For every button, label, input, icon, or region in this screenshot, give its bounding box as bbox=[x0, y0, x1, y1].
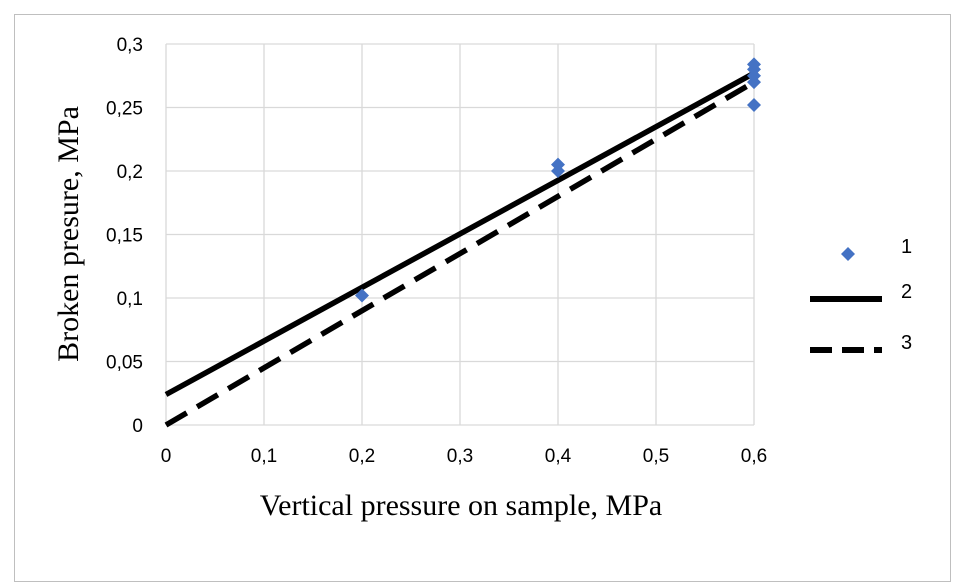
legend: 1 2 3 bbox=[810, 236, 912, 354]
x-tick-label: 0,6 bbox=[741, 446, 767, 467]
data-point bbox=[551, 157, 565, 172]
legend-label-2: 2 bbox=[901, 281, 912, 303]
series-points bbox=[355, 57, 761, 303]
legend-label-1: 1 bbox=[901, 236, 912, 258]
y-axis-title: Broken presure, MPa bbox=[52, 106, 85, 362]
y-tick-label: 0,2 bbox=[117, 162, 143, 183]
legend-label-3: 3 bbox=[901, 332, 912, 354]
x-tick-label: 0,2 bbox=[349, 446, 375, 467]
x-tick-label: 0 bbox=[161, 446, 172, 467]
x-tick-label: 0,1 bbox=[251, 446, 277, 467]
y-tick-label: 0,05 bbox=[106, 353, 143, 374]
y-tick-labels: 0 0,05 0,1 0,15 0,2 0,25 0,3 bbox=[106, 35, 143, 437]
x-tick-label: 0,3 bbox=[447, 446, 473, 467]
y-tick-label: 0,3 bbox=[117, 35, 143, 56]
grid bbox=[165, 43, 755, 426]
x-tick-labels: 0 0,1 0,2 0,3 0,4 0,5 0,6 bbox=[161, 446, 768, 467]
y-tick-label: 0 bbox=[132, 416, 143, 437]
data-point bbox=[747, 97, 761, 112]
data-point bbox=[355, 288, 369, 303]
x-axis-title: Vertical pressure on sample, MPa bbox=[260, 489, 662, 522]
y-tick-label: 0,15 bbox=[106, 226, 143, 247]
legend-marker-1 bbox=[841, 247, 855, 261]
series-line-2 bbox=[164, 70, 756, 397]
y-tick-label: 0,25 bbox=[106, 99, 143, 120]
series-line-3 bbox=[164, 79, 756, 428]
data-point bbox=[747, 57, 761, 72]
x-tick-label: 0,4 bbox=[545, 446, 572, 467]
x-tick-label: 0,5 bbox=[643, 446, 669, 467]
series-lines bbox=[164, 70, 756, 428]
y-tick-label: 0,1 bbox=[117, 289, 143, 310]
